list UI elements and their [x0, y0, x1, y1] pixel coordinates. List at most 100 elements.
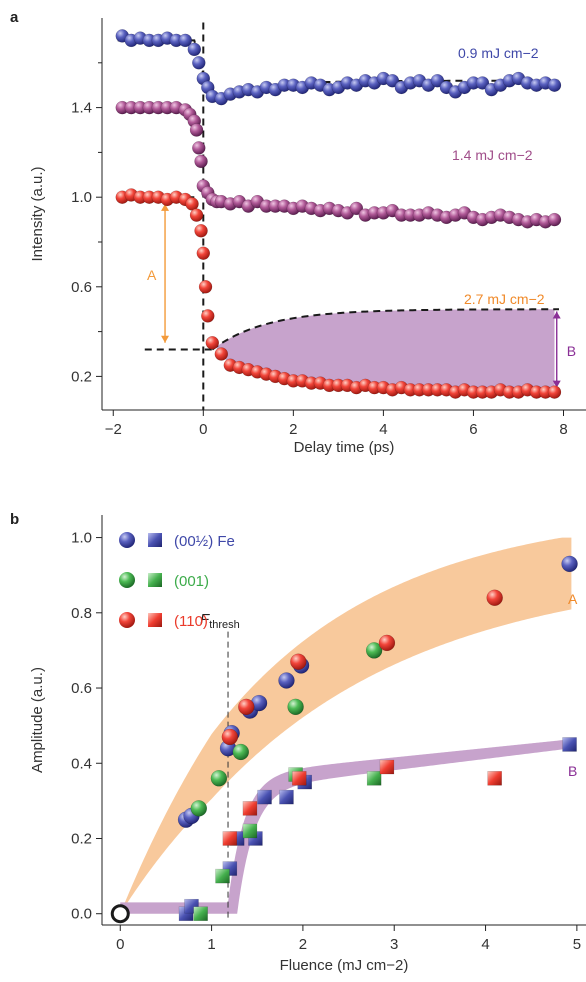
b-bands: [120, 537, 572, 914]
a-x-axis-label: Delay time (ps): [294, 439, 395, 456]
legend-circle-001: [119, 572, 135, 588]
b-y-axis-label: Amplitude (a.u.): [29, 667, 46, 773]
a-point-series0: [430, 73, 445, 88]
a-series-label-2-7: 2.7 mJ cm−2: [464, 291, 545, 307]
a-y-ticks: 0.2 0.6 1.0 1.4: [71, 62, 102, 385]
legend-circle-fe: [119, 532, 135, 548]
b-circle-series1: [365, 642, 383, 659]
panel-b-label: b: [10, 511, 19, 528]
a-point-series1: [189, 123, 204, 137]
b-band-A: [120, 537, 572, 914]
a-point-series2: [198, 280, 213, 294]
b-circle-series2: [290, 653, 307, 670]
a-x-tick-label: 6: [469, 421, 477, 438]
b-circle-series0: [278, 672, 295, 689]
b-circle-series2: [221, 728, 239, 746]
a-fit-envelope: [211, 308, 559, 351]
b-circle-series1: [210, 770, 228, 787]
b-y-tick-label: 0.4: [71, 755, 92, 772]
b-square-series2: [487, 771, 502, 786]
a-point-series0: [475, 76, 490, 90]
b-x-tick-label: 0: [116, 936, 124, 953]
a-point-series0: [178, 33, 193, 48]
a-point-series1: [192, 141, 206, 155]
b-square-series2: [292, 771, 307, 786]
a-point-series2: [189, 208, 204, 222]
a-point-series2: [196, 246, 211, 260]
a-x-tick-label: 4: [379, 421, 387, 438]
b-circle-series1: [287, 698, 304, 716]
a-point-series1: [349, 201, 364, 216]
b-circle-series0: [561, 555, 578, 573]
a-point-series0: [192, 56, 206, 70]
panel-a-label: a: [10, 9, 19, 26]
a-shade-area: [212, 309, 555, 393]
b-x-tick-label: 4: [481, 936, 489, 953]
b-band-A-label: A: [568, 591, 578, 607]
a-point-series1: [194, 154, 208, 169]
a-data-points: [115, 29, 562, 399]
a-y-tick-label: 1.4: [71, 100, 92, 117]
a-arrow-A-head-bottom: [161, 335, 170, 343]
b-data-points: [110, 555, 578, 924]
a-point-series0: [547, 78, 562, 92]
b-legend: (00½) Fe (001) (110): [119, 532, 235, 630]
b-y-tick-label: 0.8: [71, 605, 92, 622]
b-x-axis-label: Fluence (mJ cm−2): [280, 957, 409, 974]
b-square-series0: [562, 737, 577, 752]
b-circle-series1: [232, 743, 250, 761]
b-circle-series2: [486, 589, 503, 607]
b-x-tick-label: 3: [390, 936, 398, 953]
a-label-B: B: [567, 343, 576, 359]
panel-a: a AB −2 0 2 4 6 8 0.20.61.01.4 Delay time (ps…: [10, 9, 586, 456]
legend-label-110: (110): [174, 613, 208, 630]
b-circle-series2: [378, 634, 396, 652]
a-point-series0: [187, 42, 202, 57]
b-y-tick-label: 0.0: [71, 906, 92, 923]
a-series-label-1-4: 1.4 mJ cm−2: [452, 147, 533, 163]
b-x-tick-label: 1: [207, 936, 215, 953]
b-y-ticks: 0.0 0.2 0.4 0.6 0.8 1.0: [71, 530, 102, 923]
b-origin-point: [110, 904, 130, 924]
legend-circle-110: [119, 612, 135, 628]
legend-square-110: [148, 613, 162, 627]
a-series-label-0-9: 0.9 mJ cm−2: [458, 45, 539, 61]
a-shaded-region-B: [212, 309, 555, 393]
a-point-series2: [201, 309, 215, 323]
b-x-ticks: 0 1 2 3 4 5: [116, 925, 581, 953]
b-band-B-label: B: [568, 763, 577, 779]
a-point-series0: [385, 73, 400, 88]
a-arrow-A-head-top: [161, 203, 170, 211]
a-x-ticks: −2 0 2 4 6 8: [105, 410, 568, 438]
a-point-series2: [547, 385, 562, 399]
a-x-tick-label: 0: [199, 421, 207, 438]
a-point-series2: [194, 224, 208, 238]
a-x-tick-label: 2: [289, 421, 297, 438]
a-point-series2: [205, 336, 220, 350]
b-square-series1: [193, 906, 208, 921]
a-x-tick-label: −2: [105, 421, 122, 438]
a-arrow-B-head-bottom: [552, 380, 561, 388]
b-x-tick-label: 5: [573, 936, 581, 953]
b-circle-series1: [190, 800, 208, 817]
b-square-series0: [257, 789, 272, 805]
a-x-tick-label: 8: [559, 421, 567, 438]
b-square-series2: [379, 759, 395, 775]
b-square-series1: [366, 771, 382, 786]
b-square-series2: [222, 831, 238, 846]
legend-square-001: [148, 573, 162, 587]
a-point-series2: [185, 197, 199, 211]
legend-label-001: (001): [174, 573, 209, 590]
a-point-series1: [547, 212, 562, 227]
b-circle-series2: [238, 698, 255, 716]
b-y-tick-label: 0.6: [71, 680, 92, 697]
b-x-tick-label: 2: [299, 936, 307, 953]
b-square-series2: [242, 801, 258, 816]
b-square-series1: [242, 823, 258, 839]
a-y-axis-label: Intensity (a.u.): [29, 166, 46, 261]
a-point-series2: [214, 347, 229, 361]
a-annotations: AB: [147, 203, 576, 388]
b-y-tick-label: 0.2: [71, 830, 92, 847]
